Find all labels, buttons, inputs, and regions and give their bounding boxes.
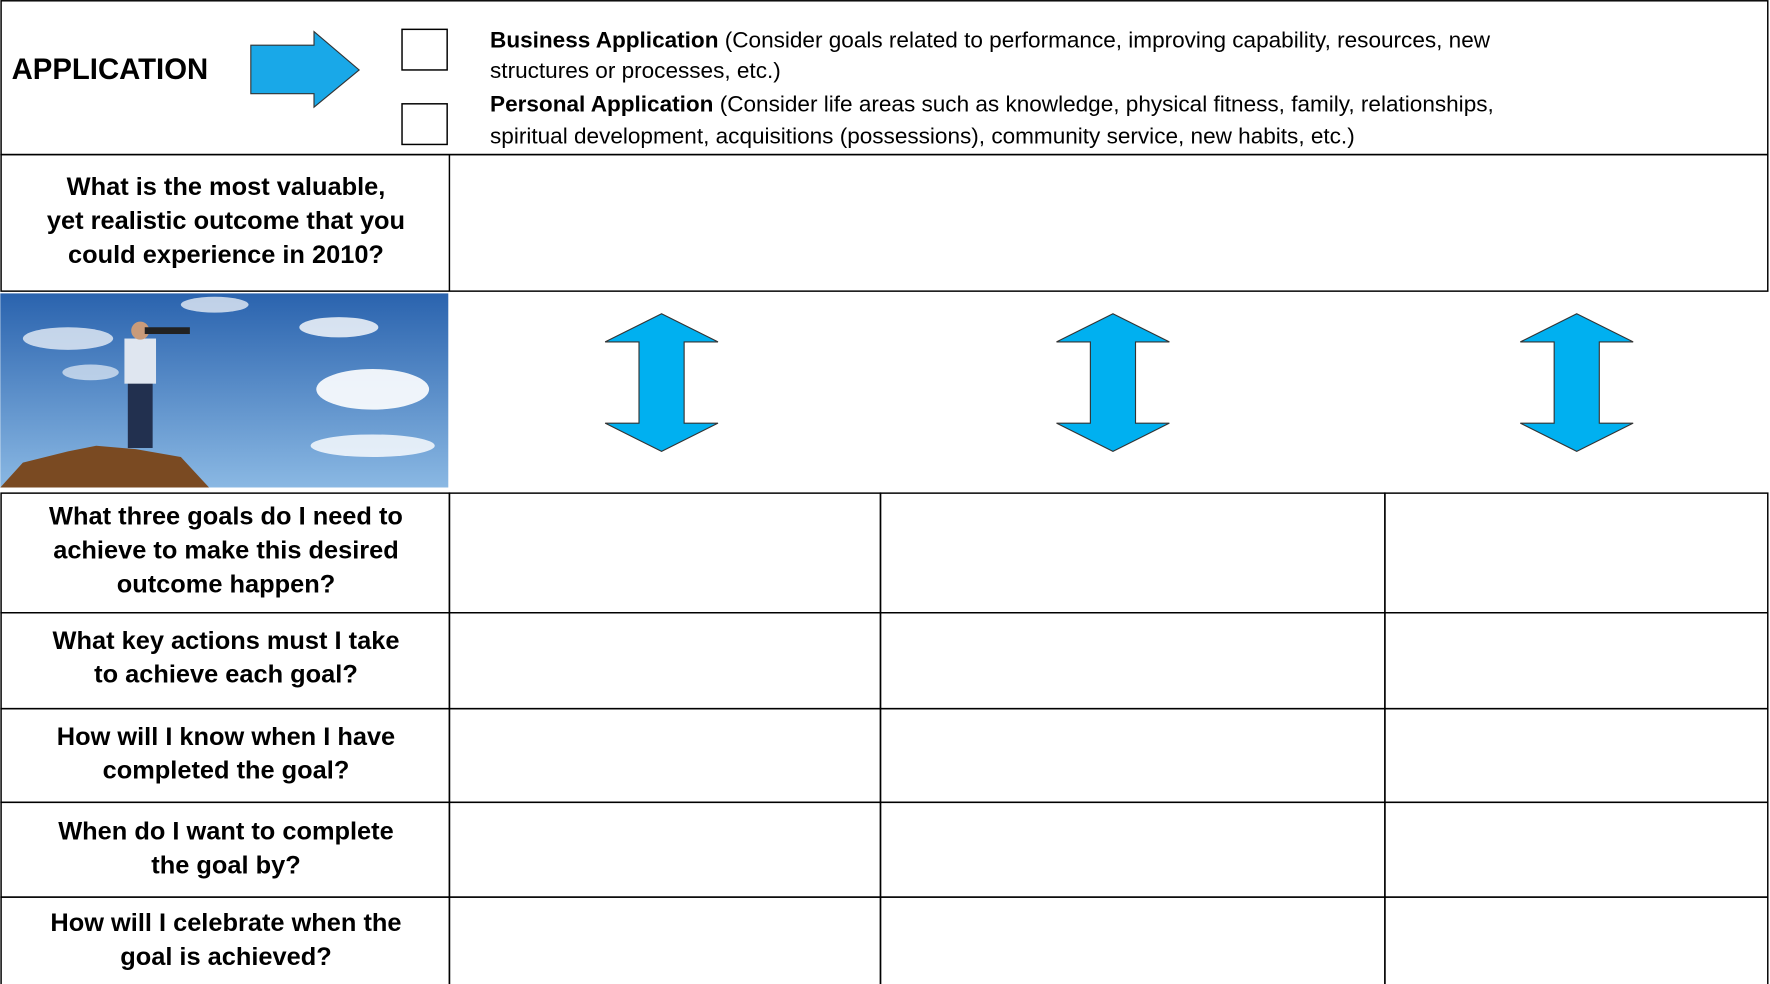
checkbox[interactable] (401, 103, 448, 146)
checkbox[interactable] (401, 28, 448, 71)
question-line: achieve to make this desired (53, 537, 399, 565)
double-arrow (1056, 313, 1170, 453)
goals-table: What three goals do I need to achieve to … (0, 492, 1769, 984)
business-text: structures or processes, etc.) (490, 58, 781, 83)
answer-cell (879, 801, 1386, 898)
answer-cell (448, 612, 882, 710)
answer-cell (1384, 896, 1769, 984)
question-line: could experience in 2010? (68, 241, 384, 269)
answer-cell (448, 707, 882, 804)
double-arrow (604, 313, 719, 453)
answer-cell (1384, 612, 1769, 710)
answer-cell (879, 492, 1386, 614)
personal-title: Personal Application (490, 92, 713, 117)
question-line: When do I want to complete (58, 818, 394, 846)
answer-cell (879, 896, 1386, 984)
question-line: What is the most valuable, (67, 173, 386, 201)
right-arrow (250, 30, 361, 109)
personal-text: spiritual development, acquisitions (pos… (490, 123, 1355, 148)
question-cell (0, 801, 451, 898)
business-title: Business Application (490, 27, 718, 52)
answer-cell (448, 492, 882, 614)
personal-line: Personal Application (Consider life area… (490, 92, 1494, 117)
business-text: (Consider goals related to performance, … (725, 27, 1491, 52)
answer-cell (879, 612, 1386, 710)
personal-text: (Consider life areas such as knowledge, … (720, 92, 1494, 117)
answer-cell (1384, 707, 1769, 804)
question-line: How will I know when I have (57, 723, 395, 751)
answer-cell (448, 896, 882, 984)
application-label: APPLICATION (12, 53, 209, 86)
question-line: yet realistic outcome that you (47, 207, 405, 235)
arrows (604, 313, 1634, 453)
question-line: the goal by? (151, 851, 300, 879)
double-arrow (1520, 313, 1634, 453)
question-line: completed the goal? (103, 757, 350, 785)
question-line: What key actions must I take (53, 627, 400, 655)
answer-cell (879, 707, 1386, 804)
photo (0, 293, 449, 488)
business-line: Business Application (Consider goals rel… (490, 27, 1491, 52)
question-line: What three goals do I need to (49, 503, 403, 531)
outcome-question: What is the most valuable, yet realistic … (47, 173, 405, 269)
answer-cell (448, 801, 882, 898)
answer-cell (1384, 801, 1769, 898)
question-line: outcome happen? (117, 570, 336, 598)
question-line: to achieve each goal? (94, 661, 358, 689)
outcome-row (0, 153, 1769, 292)
question-line: goal is achieved? (120, 943, 332, 971)
answer-cell (1384, 492, 1769, 614)
question-line: How will I celebrate when the (50, 909, 401, 937)
